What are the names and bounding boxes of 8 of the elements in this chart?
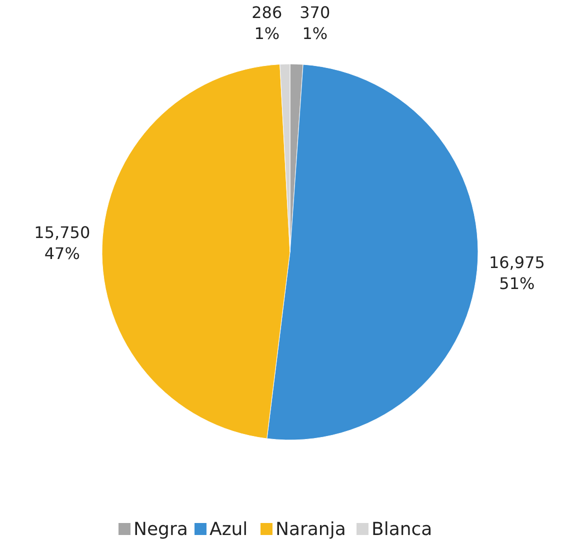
legend-label: Negra (134, 518, 188, 540)
data-label: 286 1% (252, 3, 282, 44)
data-label: 15,750 47% (34, 223, 90, 264)
legend-label: Blanca (372, 518, 432, 540)
data-label: 370 1% (300, 4, 330, 44)
data-label: 16,975 51% (488, 253, 545, 294)
legend-label: Naranja (276, 518, 346, 540)
legend-label: Azul (210, 518, 248, 540)
